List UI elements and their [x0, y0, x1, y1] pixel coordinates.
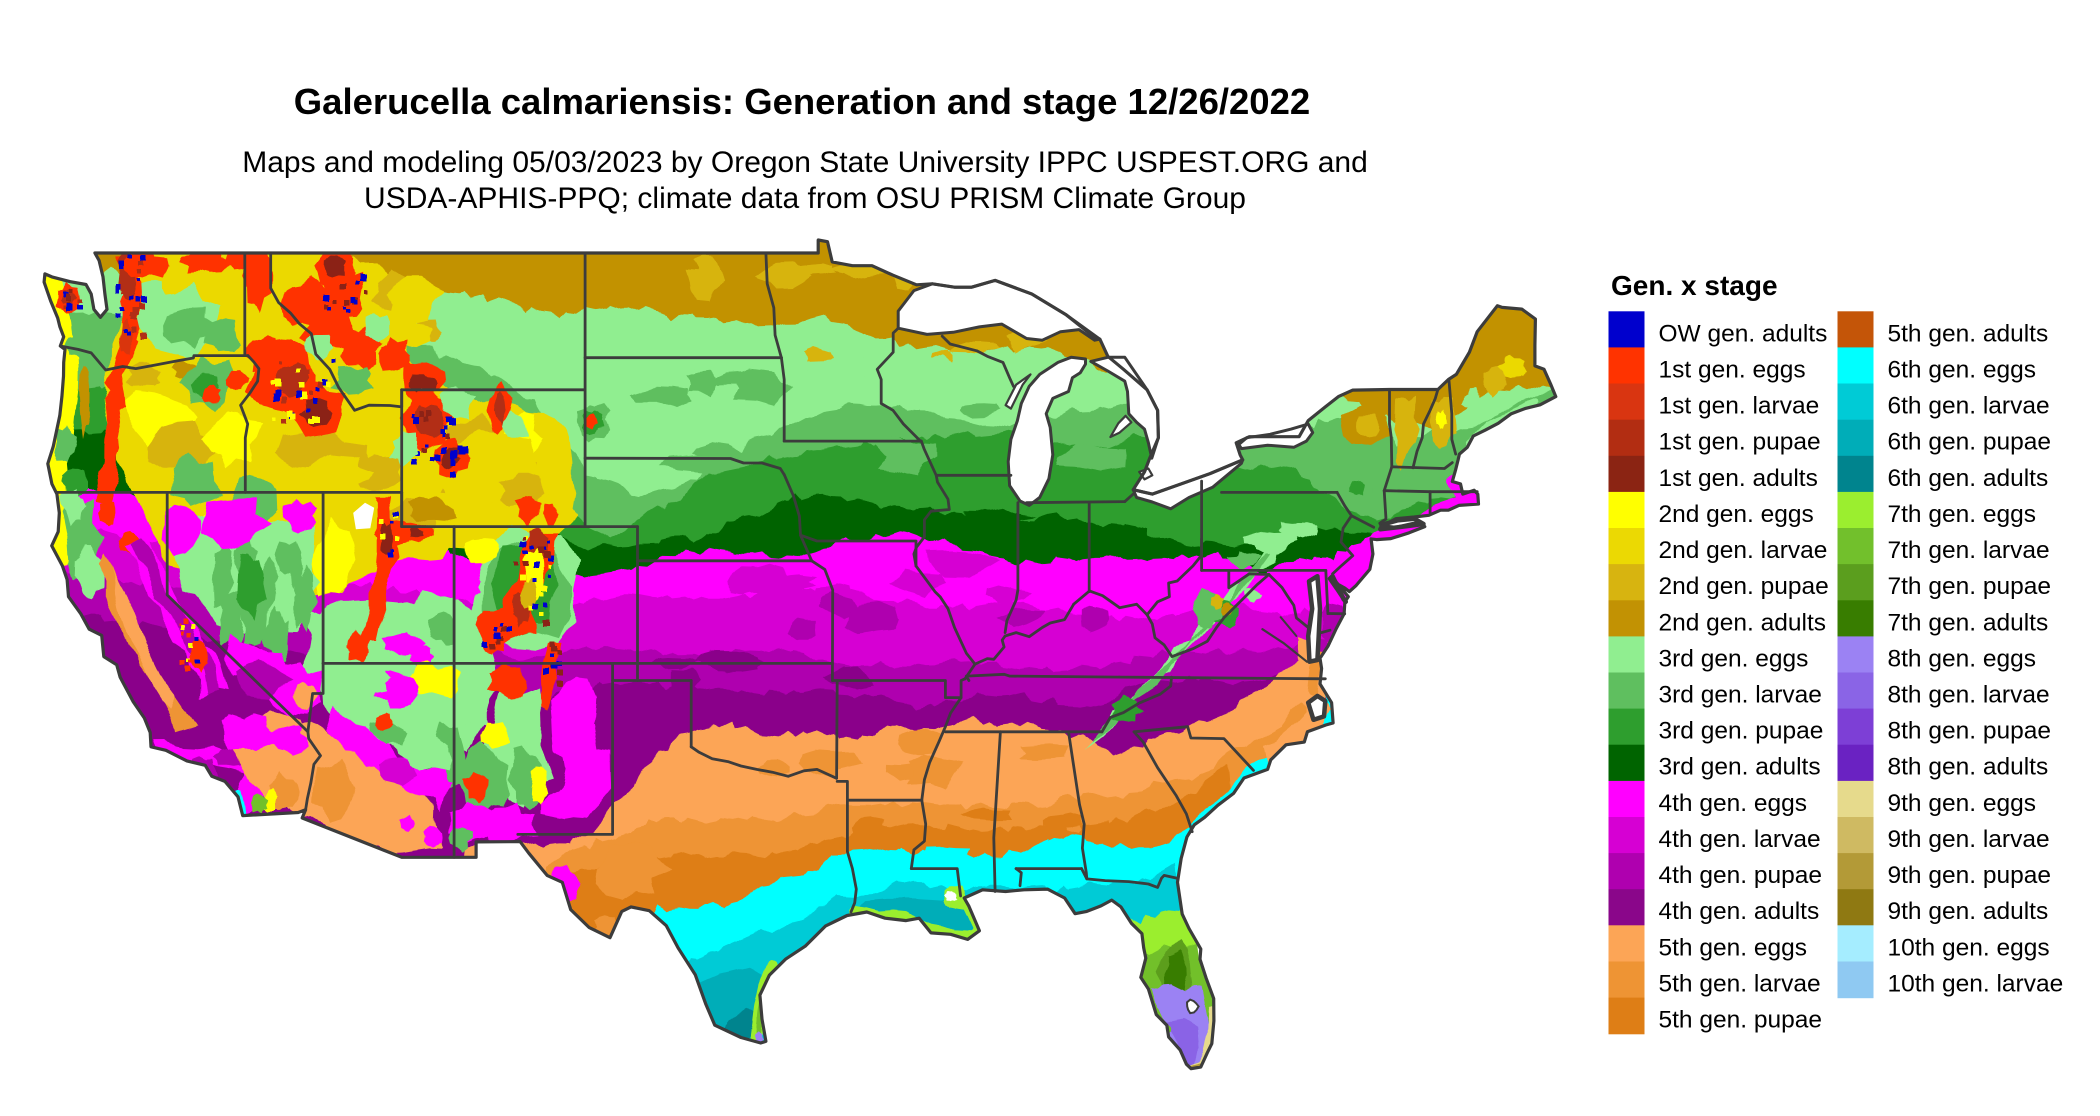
svg-text:7th gen. pupae: 7th gen. pupae: [1888, 573, 2052, 600]
svg-text:5th gen. pupae: 5th gen. pupae: [1659, 1007, 1823, 1034]
svg-text:1st gen. pupae: 1st gen. pupae: [1659, 429, 1821, 456]
svg-text:3rd gen. adults: 3rd gen. adults: [1659, 754, 1821, 781]
svg-text:Maps and modeling 05/03/2023 b: Maps and modeling 05/03/2023 by Oregon S…: [242, 146, 1368, 179]
svg-text:4th gen. pupae: 4th gen. pupae: [1659, 862, 1823, 889]
svg-text:9th gen. eggs: 9th gen. eggs: [1888, 790, 2036, 817]
svg-text:5th gen. adults: 5th gen. adults: [1888, 320, 2049, 347]
svg-text:10th gen. eggs: 10th gen. eggs: [1888, 934, 2050, 961]
svg-text:8th gen. pupae: 8th gen. pupae: [1888, 718, 2052, 745]
svg-text:USDA-APHIS-PPQ; climate data f: USDA-APHIS-PPQ; climate data from OSU PR…: [364, 182, 1246, 215]
svg-text:OW gen. adults: OW gen. adults: [1659, 320, 1828, 347]
svg-text:7th gen. larvae: 7th gen. larvae: [1888, 537, 2050, 564]
svg-text:9th gen. larvae: 9th gen. larvae: [1888, 826, 2050, 853]
svg-text:8th gen. eggs: 8th gen. eggs: [1888, 645, 2036, 672]
svg-text:7th gen. adults: 7th gen. adults: [1888, 609, 2049, 636]
svg-text:2nd gen. larvae: 2nd gen. larvae: [1659, 537, 1828, 564]
svg-text:9th gen. adults: 9th gen. adults: [1888, 898, 2049, 925]
svg-text:10th gen. larvae: 10th gen. larvae: [1888, 971, 2064, 998]
svg-text:8th gen. larvae: 8th gen. larvae: [1888, 682, 2050, 709]
svg-text:3rd gen. larvae: 3rd gen. larvae: [1659, 682, 1822, 709]
svg-text:3rd gen. pupae: 3rd gen. pupae: [1659, 718, 1824, 745]
svg-text:6th gen. pupae: 6th gen. pupae: [1888, 429, 2052, 456]
svg-text:6th gen. larvae: 6th gen. larvae: [1888, 393, 2050, 420]
svg-text:8th gen. adults: 8th gen. adults: [1888, 754, 2049, 781]
svg-text:2nd gen. adults: 2nd gen. adults: [1659, 609, 1827, 636]
svg-text:6th gen. adults: 6th gen. adults: [1888, 465, 2049, 492]
svg-text:4th gen. eggs: 4th gen. eggs: [1659, 790, 1807, 817]
svg-text:9th gen. pupae: 9th gen. pupae: [1888, 862, 2052, 889]
svg-text:4th gen. adults: 4th gen. adults: [1659, 898, 1820, 925]
svg-text:5th gen. larvae: 5th gen. larvae: [1659, 971, 1821, 998]
svg-text:1st gen. adults: 1st gen. adults: [1659, 465, 1818, 492]
svg-text:2nd gen. pupae: 2nd gen. pupae: [1659, 573, 1829, 600]
svg-text:3rd gen. eggs: 3rd gen. eggs: [1659, 645, 1809, 672]
svg-text:7th gen. eggs: 7th gen. eggs: [1888, 501, 2036, 528]
svg-text:Gen. x stage: Gen. x stage: [1611, 270, 1778, 301]
svg-text:Galerucella calmariensis: Gene: Galerucella calmariensis: Generation and…: [294, 81, 1310, 122]
svg-text:1st gen. larvae: 1st gen. larvae: [1659, 393, 1820, 420]
svg-text:4th gen. larvae: 4th gen. larvae: [1659, 826, 1821, 853]
svg-text:2nd gen. eggs: 2nd gen. eggs: [1659, 501, 1814, 528]
svg-text:1st gen. eggs: 1st gen. eggs: [1659, 356, 1806, 383]
svg-text:6th gen. eggs: 6th gen. eggs: [1888, 356, 2036, 383]
svg-text:5th gen. eggs: 5th gen. eggs: [1659, 934, 1807, 961]
